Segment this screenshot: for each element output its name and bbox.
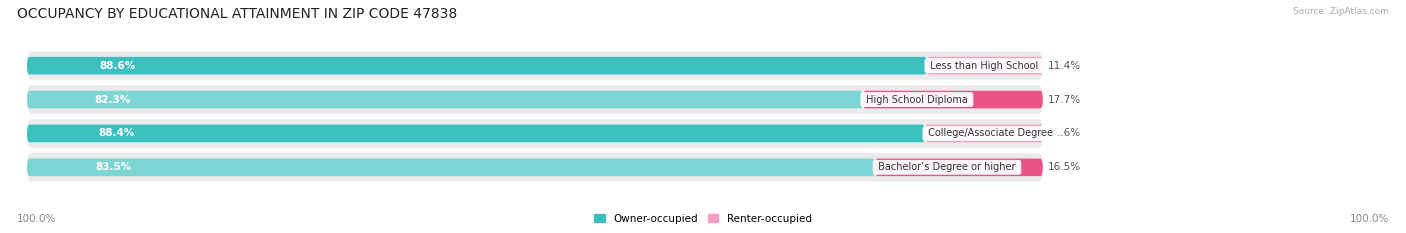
FancyBboxPatch shape [27,125,925,142]
Text: 11.4%: 11.4% [1047,61,1081,71]
Text: Less than High School: Less than High School [927,61,1042,71]
Legend: Owner-occupied, Renter-occupied: Owner-occupied, Renter-occupied [591,209,815,228]
Text: 88.6%: 88.6% [98,61,135,71]
Text: 11.6%: 11.6% [1047,128,1081,138]
Text: 82.3%: 82.3% [94,95,131,105]
FancyBboxPatch shape [27,51,1043,80]
FancyBboxPatch shape [925,125,1043,142]
Text: 88.4%: 88.4% [98,128,135,138]
Text: High School Diploma: High School Diploma [863,95,972,105]
Text: 83.5%: 83.5% [94,162,131,172]
Text: 17.7%: 17.7% [1047,95,1081,105]
FancyBboxPatch shape [875,158,1043,176]
FancyBboxPatch shape [27,158,875,176]
Text: 100.0%: 100.0% [17,214,56,224]
Text: Source: ZipAtlas.com: Source: ZipAtlas.com [1294,7,1389,16]
FancyBboxPatch shape [27,57,927,75]
Text: College/Associate Degree: College/Associate Degree [925,128,1056,138]
FancyBboxPatch shape [27,85,1043,114]
Text: 16.5%: 16.5% [1047,162,1081,172]
Text: 100.0%: 100.0% [1350,214,1389,224]
FancyBboxPatch shape [27,153,1043,182]
FancyBboxPatch shape [27,119,1043,148]
Text: Bachelor’s Degree or higher: Bachelor’s Degree or higher [875,162,1019,172]
Text: OCCUPANCY BY EDUCATIONAL ATTAINMENT IN ZIP CODE 47838: OCCUPANCY BY EDUCATIONAL ATTAINMENT IN Z… [17,7,457,21]
FancyBboxPatch shape [27,91,863,108]
FancyBboxPatch shape [863,91,1043,108]
FancyBboxPatch shape [927,57,1043,75]
